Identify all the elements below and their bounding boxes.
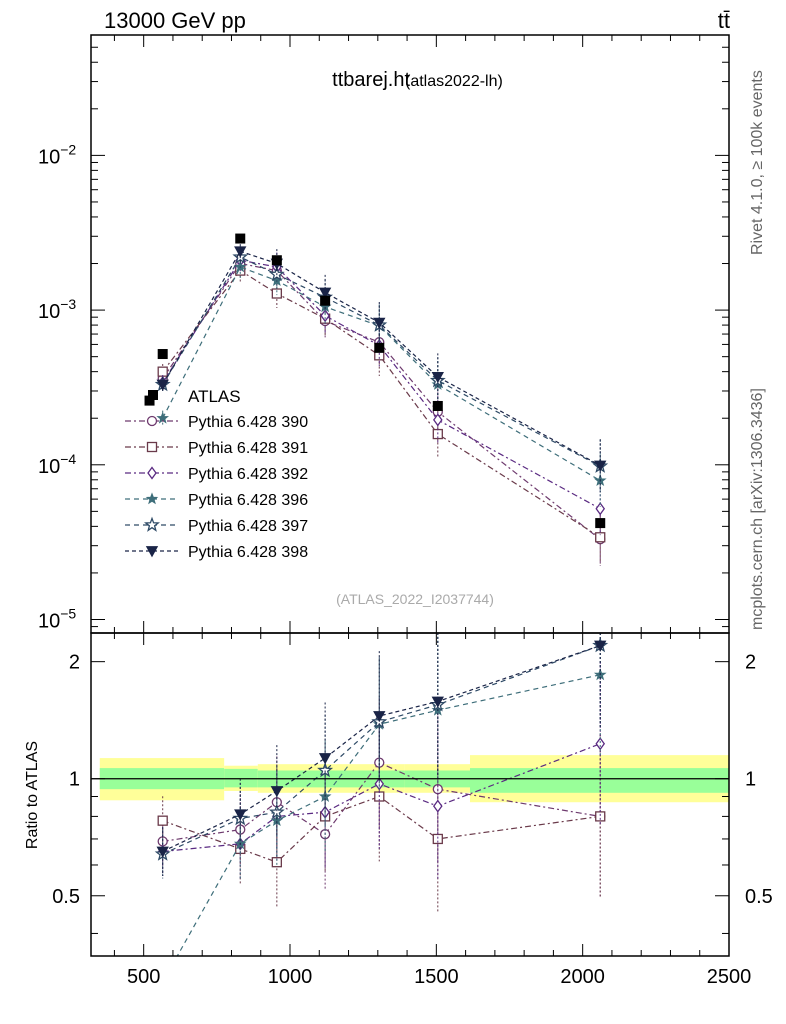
series-1-ratio-line — [162, 795, 601, 863]
ratio-tick-label: 1 — [69, 769, 80, 791]
series-2-point — [595, 502, 606, 516]
x-tick-label: 1000 — [268, 966, 313, 988]
ratio-tick-label-right: 0.5 — [745, 886, 773, 908]
y-tick-label: 10−3 — [38, 296, 76, 323]
legend-marker-2 — [147, 466, 157, 480]
atlas-data-point — [432, 400, 443, 411]
atlas-data-point — [320, 295, 331, 306]
legend-label-1: Pythia 6.428 391 — [188, 440, 308, 457]
series-5-point — [318, 287, 332, 299]
side-bottom-label: mcplots.cern.ch [arXiv:1306.3436] — [749, 388, 766, 630]
series-5-ratio-point — [270, 786, 284, 798]
header-right: tt̄ — [718, 8, 730, 33]
y-tick-label: 10−2 — [38, 141, 76, 168]
series-5-point — [156, 379, 169, 391]
legend-marker-3 — [145, 492, 159, 505]
series-1-ratio-point — [595, 811, 606, 822]
legend-marker-0 — [146, 415, 158, 427]
series-1-point — [157, 366, 168, 377]
series-4-ratio-point — [317, 762, 334, 778]
series-5-ratio-point — [431, 696, 444, 708]
atlas-data-point — [144, 395, 155, 406]
legend-marker-5 — [145, 546, 159, 558]
main-plot: 10−5 10−4 10−3 10−2 ttbarej.ht (atlas2022-l… — [38, 34, 730, 634]
series-1-ratio-point — [271, 857, 282, 868]
series-5-ratio-point — [373, 711, 386, 723]
series-5-ratio-point — [156, 846, 169, 858]
atlas-data-point — [157, 349, 168, 360]
legend: ATLAS Pythia 6.428 390 Pythia 6.428 391 Pyt… — [125, 387, 308, 561]
legend-label-5: Pythia 6.428 398 — [188, 544, 308, 561]
ratio-plot: 0.5 0.5 1 1 2 2 Ratio to ATLAS — [24, 632, 773, 957]
series-4-line — [162, 256, 601, 467]
legend-label-atlas: ATLAS — [188, 387, 241, 406]
series-5-point — [594, 460, 607, 472]
legend-label-0: Pythia 6.428 390 — [188, 414, 308, 431]
series-5-point — [234, 246, 247, 258]
header-left: 13000 GeV pp — [104, 8, 246, 33]
ratio-tick-label-right: 2 — [745, 652, 756, 674]
legend-marker-1 — [146, 441, 158, 453]
series-5-ratio-point — [234, 809, 247, 821]
atlas-data-point — [271, 255, 282, 266]
plot-subtitle: (atlas2022-lh) — [405, 73, 503, 90]
y-tick-label: 10−4 — [38, 451, 76, 478]
legend-label-4: Pythia 6.428 397 — [188, 518, 308, 535]
side-top-label: Rivet 4.1.0, ≥ 100k events — [749, 70, 766, 255]
series-4-ratio-line — [162, 645, 601, 855]
plot-title: ttbarej.ht — [332, 69, 410, 91]
ratio-tick-label: 0.5 — [52, 886, 80, 908]
legend-label-2: Pythia 6.428 392 — [188, 466, 308, 483]
series-5-point — [431, 371, 444, 384]
series-5-ratio-line — [162, 645, 601, 853]
legend-label-3: Pythia 6.428 396 — [188, 492, 308, 509]
series-5-point — [373, 317, 386, 329]
legend-marker-atlas — [148, 390, 158, 400]
ratio-tick-label: 2 — [69, 652, 80, 674]
series-1-point — [595, 532, 606, 543]
series-2-point — [432, 413, 443, 427]
series-1-ratio-point — [157, 815, 168, 826]
series-5-ratio-point — [594, 640, 607, 652]
x-tick-label: 500 — [127, 966, 160, 988]
band-inner-4 — [469, 768, 729, 793]
atlas-data-point — [374, 342, 385, 353]
atlas-data-point — [235, 233, 246, 244]
series-2-ratio-point — [432, 799, 443, 813]
series-2-ratio-point — [595, 737, 606, 751]
watermark: (ATLAS_2022_I2037744) — [336, 591, 494, 607]
x-tick-label: 1500 — [414, 966, 459, 988]
main-frame — [90, 34, 730, 634]
legend-marker-4 — [144, 516, 160, 532]
ratio-ylabel: Ratio to ATLAS — [24, 741, 41, 849]
ratio-frame — [90, 632, 730, 957]
series-1-point — [271, 288, 282, 299]
atlas-data-point — [595, 518, 606, 529]
series-5-ratio-point — [318, 753, 332, 765]
x-tick-label: 2500 — [707, 966, 752, 988]
ratio-tick-label-right: 1 — [745, 769, 756, 791]
x-tick-label: 2000 — [560, 966, 605, 988]
y-tick-label: 10−5 — [38, 606, 76, 633]
